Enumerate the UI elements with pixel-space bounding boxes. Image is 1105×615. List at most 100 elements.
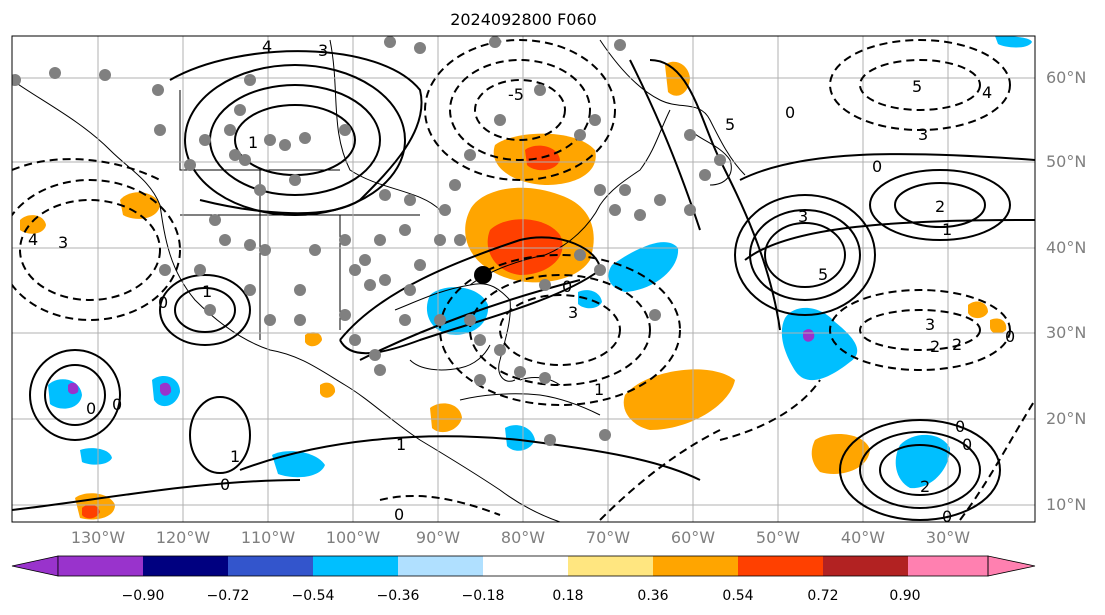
- contour-label: 0: [562, 277, 572, 296]
- lat-label: 40°N: [1046, 238, 1087, 257]
- contour-label-group: 4 3 4 3 -5 3 2 1 5 4 3 0 3 2 2 0 0 3 1 0…: [28, 37, 1015, 526]
- colorbar-tick-label: 0.36: [637, 588, 669, 604]
- red-shade: [82, 504, 100, 519]
- blue-shade: [80, 448, 112, 465]
- contour-label: 4: [262, 37, 272, 56]
- colorbar-segment: [143, 556, 228, 576]
- orange-shade: [990, 318, 1007, 334]
- blue-shade: [505, 425, 535, 451]
- contour-label: 0: [1005, 327, 1015, 346]
- blue-shade: [895, 434, 950, 489]
- red-shade: [487, 219, 563, 275]
- colorbar-segment: [738, 556, 823, 576]
- purple-shade: [803, 329, 815, 342]
- contour-label: -5: [508, 85, 524, 104]
- orange-shade: [623, 369, 735, 430]
- lon-label: 70°W: [585, 528, 631, 547]
- contour-label: 1: [248, 133, 258, 152]
- contour-label: 0: [158, 293, 168, 312]
- colorbar-tick-label: 0.18: [552, 588, 584, 604]
- lon-label: 100°W: [325, 528, 381, 547]
- blue-shade: [781, 307, 858, 381]
- map-title: 2024092800 F060: [450, 10, 597, 29]
- contour-label: 0: [942, 507, 952, 526]
- contour-label: 1: [396, 435, 406, 454]
- colorbar-tick-label: −0.18: [461, 588, 505, 604]
- lat-label: 30°N: [1046, 323, 1087, 342]
- lat-label: 50°N: [1046, 152, 1087, 171]
- contour-label: 5: [818, 265, 828, 284]
- lon-label: 30°W: [925, 528, 971, 547]
- contour-label: 3: [318, 41, 328, 60]
- shading-layer: [20, 36, 1032, 520]
- colorbar-tick-label: −0.90: [121, 588, 165, 604]
- blue-shade: [578, 290, 602, 309]
- contour-label: 1: [230, 447, 240, 466]
- contour-label: 1: [942, 220, 952, 239]
- colorbar-tick-label: −0.72: [206, 588, 250, 604]
- location-marker: [474, 266, 492, 284]
- contour-label: 0: [394, 505, 404, 524]
- contour-label: 0: [220, 475, 230, 494]
- colorbar-segment: [483, 556, 568, 576]
- lon-label: 40°W: [840, 528, 886, 547]
- lon-label: 130°W: [70, 528, 126, 547]
- contour-label: 0: [112, 395, 122, 414]
- colorbar: [11, 555, 1036, 577]
- contour-label: 1: [594, 380, 604, 399]
- contour-label: 2: [930, 337, 940, 356]
- purple-shade: [68, 382, 79, 395]
- colorbar-tick-label: −0.54: [291, 588, 335, 604]
- contour-label: 2: [935, 197, 945, 216]
- contour-label: 2: [952, 335, 962, 354]
- colorbar-tick-label: 0.90: [889, 588, 921, 604]
- contour-label: 0: [86, 399, 96, 418]
- contour-label: 4: [982, 83, 992, 102]
- lon-label: 80°W: [500, 528, 546, 547]
- colorbar-segment: [568, 556, 653, 576]
- colorbar-segment: [313, 556, 398, 576]
- orange-shade: [120, 192, 160, 219]
- lon-label: 50°W: [755, 528, 801, 547]
- blue-shade: [272, 451, 325, 478]
- contour-label: 0: [872, 157, 882, 176]
- contour-label: 3: [58, 233, 68, 252]
- station-dots: [12, 36, 726, 446]
- contour-label: 3: [918, 125, 928, 144]
- contour-label: 0: [962, 435, 972, 454]
- contour-label: 3: [798, 207, 808, 226]
- orange-shade: [320, 382, 336, 398]
- colorbar-segment: [908, 556, 988, 576]
- colorbar-segment: [653, 556, 738, 576]
- contour-label: 2: [920, 477, 930, 496]
- blue-shade: [608, 242, 679, 292]
- colorbar-segment: [58, 556, 143, 576]
- colorbar-extend-right: [987, 555, 1036, 577]
- contour-label: 3: [568, 303, 578, 322]
- lon-label: 120°W: [155, 528, 211, 547]
- colorbar-segment: [823, 556, 908, 576]
- colorbar-tick-label: −0.36: [376, 588, 420, 604]
- contour-label: 5: [912, 77, 922, 96]
- lat-label: 20°N: [1046, 409, 1087, 428]
- contour-label: 4: [28, 230, 38, 249]
- lon-label: 110°W: [240, 528, 296, 547]
- lat-label: 10°N: [1046, 495, 1087, 514]
- colorbar-extend-left: [11, 555, 59, 577]
- lat-label: 60°N: [1046, 68, 1087, 87]
- negative-contours: [12, 39, 1035, 521]
- contour-label: 3: [925, 315, 935, 334]
- lon-label: 90°W: [415, 528, 461, 547]
- contour-label: 0: [785, 103, 795, 122]
- orange-shade: [665, 61, 690, 96]
- colorbar-tick-label: 0.54: [722, 588, 754, 604]
- lon-label: 60°W: [670, 528, 716, 547]
- blue-shade: [995, 36, 1032, 48]
- colorbar-tick-label: 0.72: [807, 588, 839, 604]
- orange-shade: [968, 301, 988, 319]
- contour-label: 1: [202, 282, 212, 301]
- orange-shade: [811, 434, 870, 474]
- colorbar-segment: [228, 556, 313, 576]
- purple-shade: [160, 382, 172, 396]
